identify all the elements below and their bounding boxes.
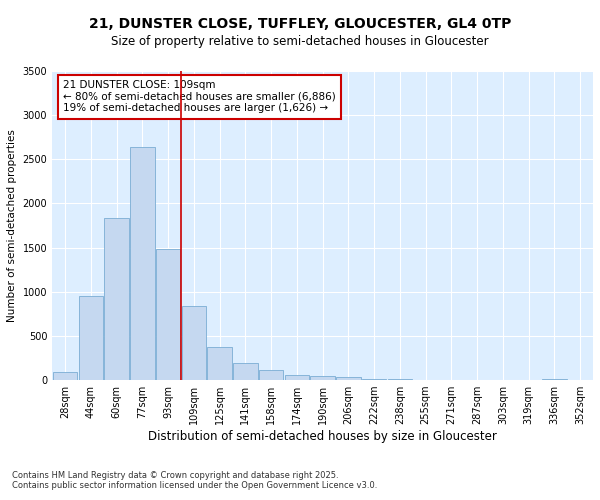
Bar [284, 375, 309, 380]
Bar [336, 378, 361, 380]
Text: 21, DUNSTER CLOSE, TUFFLEY, GLOUCESTER, GL4 0TP: 21, DUNSTER CLOSE, TUFFLEY, GLOUCESTER, … [89, 18, 511, 32]
Bar [130, 147, 155, 380]
Bar [104, 218, 129, 380]
Bar [156, 250, 180, 380]
Bar [182, 306, 206, 380]
Bar [388, 379, 412, 380]
Bar [79, 296, 103, 380]
Text: 21 DUNSTER CLOSE: 109sqm
← 80% of semi-detached houses are smaller (6,886)
19% o: 21 DUNSTER CLOSE: 109sqm ← 80% of semi-d… [63, 80, 335, 114]
Text: Size of property relative to semi-detached houses in Gloucester: Size of property relative to semi-detach… [111, 35, 489, 48]
Bar [362, 379, 386, 380]
Bar [542, 379, 566, 380]
X-axis label: Distribution of semi-detached houses by size in Gloucester: Distribution of semi-detached houses by … [148, 430, 497, 443]
Bar [208, 347, 232, 380]
Bar [310, 376, 335, 380]
Text: Contains HM Land Registry data © Crown copyright and database right 2025.
Contai: Contains HM Land Registry data © Crown c… [12, 470, 377, 490]
Bar [53, 372, 77, 380]
Bar [233, 364, 257, 380]
Y-axis label: Number of semi-detached properties: Number of semi-detached properties [7, 129, 17, 322]
Bar [259, 370, 283, 380]
